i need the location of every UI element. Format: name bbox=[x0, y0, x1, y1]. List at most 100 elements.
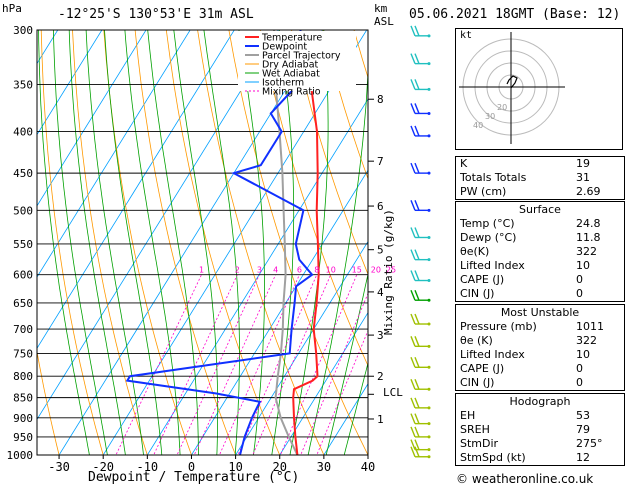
pressure-unit-label: hPa bbox=[2, 2, 22, 15]
wind-barb-flag bbox=[414, 79, 420, 90]
pressure-tick-label: 800 bbox=[13, 370, 33, 383]
totals-totals-row: Totals Totals 31 bbox=[460, 171, 590, 184]
wet-adiabat-line bbox=[85, 30, 144, 455]
row-value: 0 bbox=[576, 273, 583, 286]
row-value: 0 bbox=[576, 376, 583, 389]
row-value: 1011 bbox=[576, 320, 604, 333]
temp-tick-label: 30 bbox=[317, 460, 331, 474]
pressure-tick-label: 950 bbox=[13, 431, 33, 444]
hodo_table-row: StmDir 275° bbox=[456, 437, 624, 451]
hodograph-trace bbox=[506, 75, 518, 89]
isotherm-line bbox=[323, 383, 368, 455]
dry-adiabat-line bbox=[103, 30, 192, 455]
row-value: 322 bbox=[576, 245, 597, 258]
legend-entry: Isotherm bbox=[262, 78, 304, 89]
row-value: 322 bbox=[576, 334, 597, 347]
wind-barb-flag bbox=[410, 103, 416, 114]
wind-barb-flag bbox=[414, 289, 420, 301]
legend-entry: Dewpoint bbox=[262, 42, 307, 53]
row-label: StmSpd (kt) bbox=[460, 451, 526, 464]
pressure-tick-label: 700 bbox=[13, 323, 33, 336]
mixing-ratio-label: 6 bbox=[297, 266, 302, 275]
temp-tick-label: 10 bbox=[228, 460, 242, 474]
hodo_table-row: EH 53 bbox=[456, 409, 624, 423]
wind-barb-flag bbox=[414, 378, 420, 390]
x-axis-label: Dewpoint / Temperature (°C) bbox=[88, 470, 300, 485]
km-tick-label: 7 bbox=[377, 155, 384, 168]
dry-adiabat-line bbox=[322, 30, 368, 180]
temp-tick-label: 0 bbox=[188, 460, 195, 474]
pressure-tick-label: 850 bbox=[13, 392, 33, 405]
wet-adiabat-line bbox=[124, 30, 181, 455]
wind-barb-flag bbox=[414, 25, 420, 37]
wind-barb-flag bbox=[410, 313, 416, 325]
wind-barb-flag bbox=[410, 439, 416, 450]
copyright-label: © weatheronline.co.uk bbox=[456, 472, 594, 486]
dewpoint-profile bbox=[125, 30, 314, 455]
row-value: 12 bbox=[576, 451, 590, 464]
wind-barb-flag bbox=[414, 336, 420, 347]
isotherm-line bbox=[190, 169, 368, 455]
dry-adiabat-line bbox=[72, 30, 148, 455]
most_unstable-row: Lifted Index 10 bbox=[456, 348, 624, 362]
mixing-ratio-line bbox=[300, 292, 368, 455]
wind-barb-flag bbox=[410, 162, 416, 174]
mixing-ratio-label: 15 bbox=[352, 266, 362, 275]
wind-barb-dot bbox=[427, 87, 431, 91]
row-label: Pressure (mb) bbox=[460, 320, 537, 333]
row-label: Dewp (°C) bbox=[460, 231, 517, 244]
wind-barb-flag bbox=[414, 270, 420, 281]
wind-barb-flag bbox=[410, 289, 416, 301]
temp-tick-label: -20 bbox=[92, 460, 114, 474]
parcel-trajectory bbox=[273, 30, 299, 455]
isotherm-line bbox=[37, 30, 103, 136]
row-value: 53 bbox=[576, 409, 590, 422]
mixing-ratio-line bbox=[176, 274, 260, 455]
row-label: CAPE (J) bbox=[460, 273, 505, 286]
wind-barb-flag bbox=[410, 336, 416, 347]
row-label: Temp (°C) bbox=[460, 217, 515, 230]
lcl-label: LCL bbox=[383, 386, 403, 399]
row-label: CAPE (J) bbox=[460, 362, 505, 375]
temp-tick-label: -30 bbox=[48, 460, 70, 474]
wet-adiabat-line bbox=[325, 272, 368, 455]
legend-entry: Dry Adiabat bbox=[262, 60, 319, 71]
wind-barb-dot bbox=[427, 279, 431, 283]
mixing-ratio-label: 3 bbox=[257, 266, 262, 275]
wind-barb-flag bbox=[410, 79, 416, 90]
wind-barb-flag bbox=[410, 270, 416, 281]
dry-adiabat-line bbox=[134, 30, 237, 455]
wind-barb-flag bbox=[414, 103, 420, 114]
mixing-ratio-line bbox=[153, 274, 238, 455]
row-label: θe(K) bbox=[460, 245, 490, 258]
most_unstable-row: CIN (J) 0 bbox=[456, 376, 624, 390]
wind-barb-dot bbox=[427, 455, 431, 459]
wind-barb-flag bbox=[410, 446, 416, 458]
km-tick-label: 2 bbox=[377, 370, 384, 383]
km-tick-label: 1 bbox=[377, 413, 384, 426]
most_unstable-row: θe (K) 322 bbox=[456, 334, 624, 348]
pressure-tick-label: 350 bbox=[13, 78, 33, 91]
isotherm-line bbox=[37, 30, 235, 349]
row-value: 0 bbox=[576, 362, 583, 375]
pressure-tick-label: 900 bbox=[13, 412, 33, 425]
wind-barb-dot bbox=[427, 448, 431, 452]
wind-barb-dot bbox=[427, 422, 431, 426]
hodograph-ring-label: 40 bbox=[473, 121, 483, 130]
wet-adiabat-line bbox=[38, 30, 90, 455]
wind-barb-dot bbox=[427, 208, 431, 212]
temp-tick-label: 20 bbox=[273, 460, 287, 474]
wind-barb-flag bbox=[414, 313, 420, 325]
wet-adiabat-line bbox=[343, 361, 368, 455]
row-label: StmDir bbox=[460, 437, 499, 450]
wind-barb-dot bbox=[427, 344, 431, 348]
row-label: Lifted Index bbox=[460, 348, 525, 361]
mixing-ratio-label: 4 bbox=[273, 266, 278, 275]
most_unstable-row: Pressure (mb) 1011 bbox=[456, 320, 624, 334]
wind-barb-flag bbox=[410, 426, 416, 438]
hodo_table-row: StmSpd (kt) 12 bbox=[456, 451, 624, 465]
pressure-tick-label: 550 bbox=[13, 238, 33, 251]
pw-row: PW (cm) 2.69 bbox=[460, 185, 601, 198]
mixing-ratio-label: 10 bbox=[326, 266, 336, 275]
